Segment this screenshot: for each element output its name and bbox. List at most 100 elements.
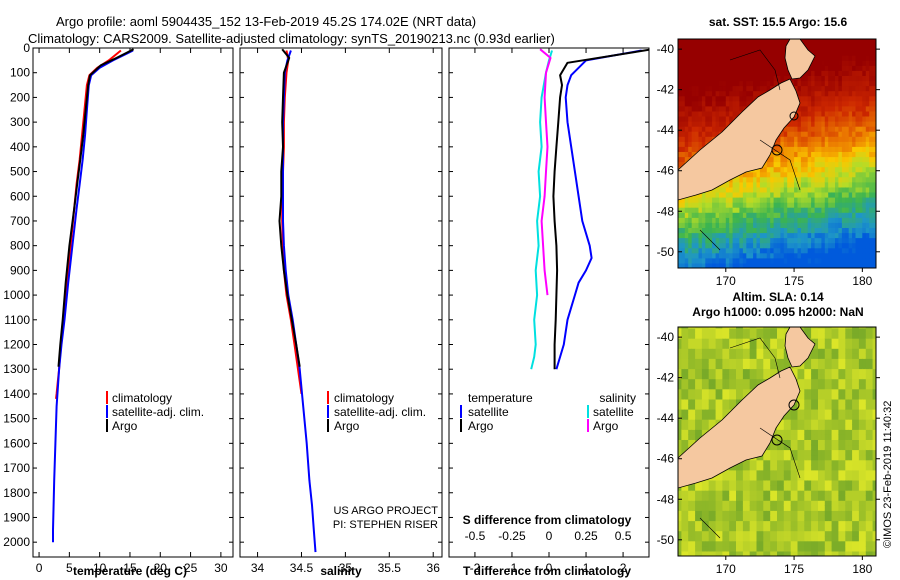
map-cell [811,100,815,107]
map-cell [800,424,805,430]
map-cell [691,60,696,66]
map-cell [797,156,802,163]
map-cell [756,252,761,259]
map-cell [824,131,829,137]
map-cell [811,126,815,132]
map-cell [783,520,788,527]
map-cell [725,348,730,354]
map-cell [794,110,798,117]
map-cell [722,383,727,390]
map-cell [794,217,798,223]
map-cell [855,100,860,107]
map-cell [766,252,771,259]
map-cell [807,262,812,268]
map-cell [742,252,747,259]
map-cell [708,343,713,349]
map-cell [715,247,720,254]
map-cell [739,176,744,183]
map-cell [708,232,713,239]
map-cell [766,327,771,329]
map-cell [729,333,734,339]
map-cell [756,192,761,198]
map-cell [729,110,734,117]
map-cell [688,75,693,82]
map-cell [742,383,747,390]
map-cell [691,90,696,97]
map-cell [770,535,775,542]
map-cell [777,75,781,82]
map-cell [828,50,833,56]
map-cell [855,212,860,218]
map-cell [838,121,843,127]
map-cell [725,383,730,390]
map-cell [708,212,713,218]
map-cell [759,90,764,97]
map-cell [824,454,829,461]
map-cell [701,419,706,425]
map-cell [719,388,723,395]
map-cell [695,50,699,56]
map-cell [790,121,795,127]
map-cell [739,480,744,486]
map-cell [818,100,822,107]
map-cell [753,181,757,188]
map-cell [797,232,802,239]
map-cell [865,202,870,208]
map-cell [869,237,874,244]
map-cell [701,383,706,390]
map-cell [705,388,710,395]
map-cell [831,156,836,163]
map-cell [845,232,850,239]
map-cell [862,186,867,193]
map-cell [869,252,874,259]
map-cell [872,227,876,234]
map-cell [869,55,874,61]
map-cell [824,192,829,198]
map-cell [732,181,737,188]
map-cell [688,105,693,112]
map-cell [695,495,699,501]
map-cell [770,368,775,375]
map-cell [729,540,734,547]
map-cell [818,414,822,420]
map-cell [794,540,798,547]
map-cell [821,116,826,122]
map-cell [811,328,815,334]
map-cell [701,252,706,259]
map-cell [756,540,761,547]
map-cell [712,126,716,132]
map-cell [749,515,754,522]
map-cell [800,500,805,506]
map-cell [797,186,802,193]
map-cell [858,50,863,56]
map-cell [824,530,829,537]
map-cell [787,525,792,532]
map-cell [725,327,730,329]
map-cell [729,368,734,375]
map-cell [811,373,815,380]
x-tick-label: 10 [93,561,107,575]
map-cell [695,378,699,385]
map-cell [777,227,781,234]
map-cell [715,414,720,420]
depth-tick-label: 1400 [3,387,30,401]
map-cell [705,383,710,390]
map-cell [753,515,757,522]
map-cell [828,202,833,208]
map-cell [807,197,812,203]
series-argo-line [278,48,301,367]
map-cell [688,131,693,137]
map-cell [818,505,822,511]
map-cell [688,378,693,385]
map-cell [852,217,856,223]
map-cell [828,136,833,142]
map-cell [872,141,876,147]
map-cell [790,242,795,249]
map-cell [753,358,757,364]
map-cell [729,535,734,542]
map-cell [753,530,757,537]
map-cell [736,80,740,87]
map-cell [749,510,754,516]
map-cell [722,328,727,334]
map-cell [688,136,693,142]
